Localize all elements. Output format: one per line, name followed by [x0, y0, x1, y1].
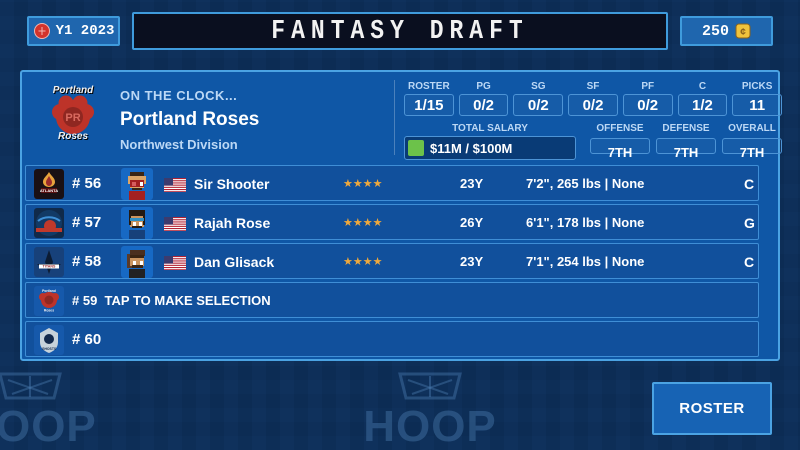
svg-text:¢: ¢	[740, 27, 746, 38]
svg-text:ATLANTA: ATLANTA	[40, 188, 58, 193]
svg-text:GHOSTS: GHOSTS	[42, 347, 57, 351]
svg-text:PR: PR	[65, 112, 80, 124]
svg-text:Roses: Roses	[44, 309, 54, 313]
svg-text:TITANS: TITANS	[43, 265, 56, 269]
svg-text:Portland: Portland	[42, 289, 56, 293]
